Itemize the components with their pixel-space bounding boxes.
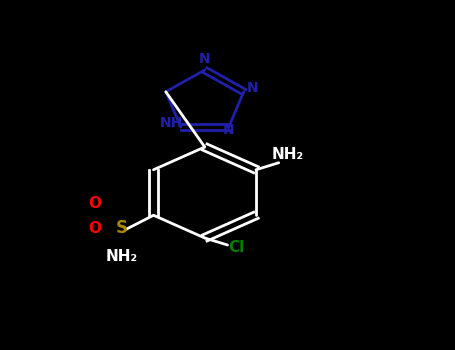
Text: O: O [88, 196, 101, 211]
Text: NH: NH [160, 116, 183, 130]
Text: S: S [116, 219, 128, 237]
Text: NH₂: NH₂ [106, 249, 138, 264]
Text: N: N [223, 123, 235, 137]
Text: O: O [88, 221, 101, 236]
Text: NH₂: NH₂ [272, 147, 304, 162]
Text: N: N [247, 81, 258, 95]
Text: N: N [199, 52, 211, 66]
Text: Cl: Cl [228, 240, 245, 255]
